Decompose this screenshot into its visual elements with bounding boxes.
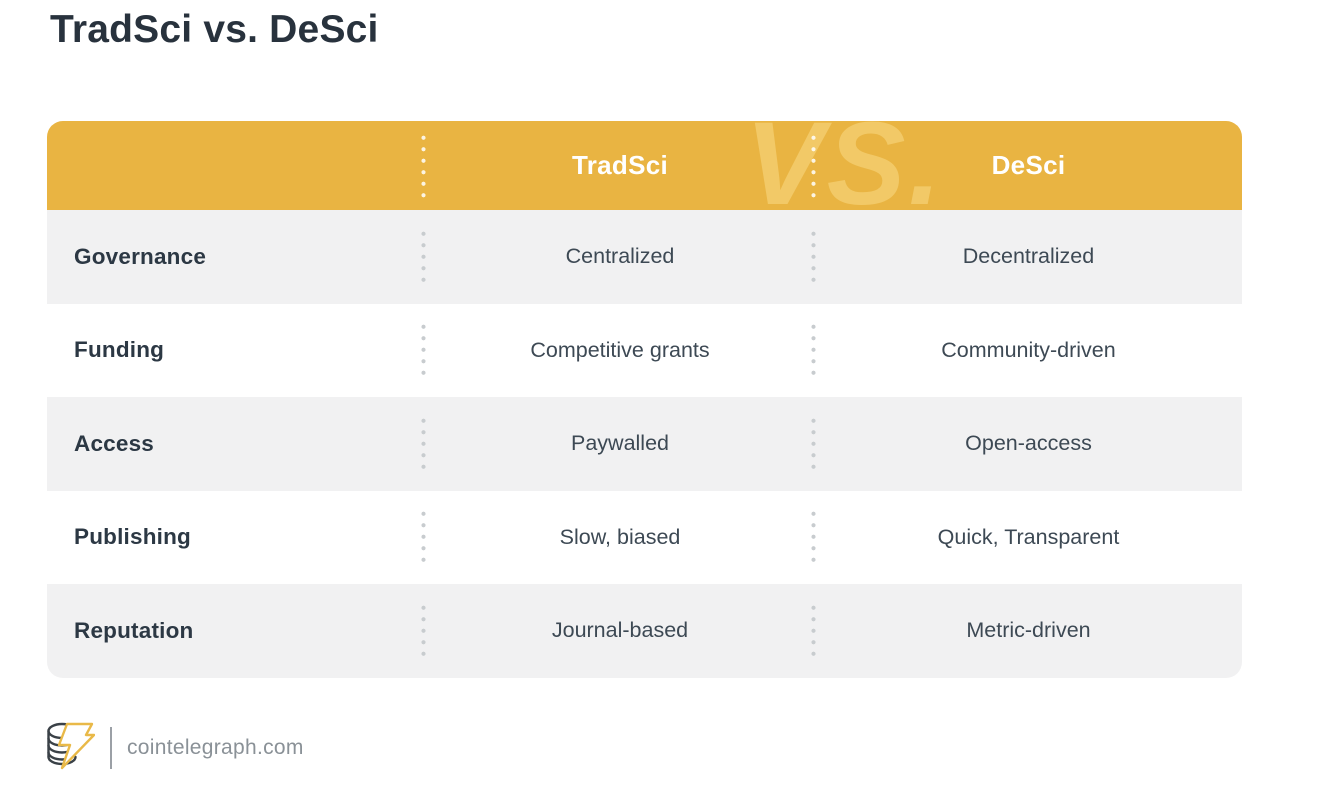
row-tradsci-value: Competitive grants xyxy=(530,337,710,362)
table-row-publishing: Publishing Slow, biased Quick, Transpare… xyxy=(47,491,1242,585)
dotted-divider-icon xyxy=(421,131,426,200)
comparison-table: TradSci DeSci VS. Governance Centralized… xyxy=(47,121,1242,678)
dotted-divider-icon xyxy=(811,321,816,380)
header-desci-cell: DeSci xyxy=(991,150,1066,180)
row-tradsci-value: Paywalled xyxy=(571,431,669,456)
page-title: TradSci vs. DeSci xyxy=(50,8,379,51)
row-attribute-label: Publishing xyxy=(74,524,191,550)
row-tradsci-value: Journal-based xyxy=(551,618,689,643)
footer-brand-text: cointelegraph.com xyxy=(127,735,304,759)
dotted-divider-icon xyxy=(421,321,426,380)
dotted-divider-icon xyxy=(421,508,426,567)
dotted-divider-icon xyxy=(811,601,816,660)
row-tradsci-value: Slow, biased xyxy=(559,524,681,549)
row-desci-value: Quick, Transparent xyxy=(937,524,1120,549)
row-desci-value: Open-access xyxy=(965,431,1092,456)
header-tradsci-cell: TradSci xyxy=(571,150,669,180)
dotted-divider-icon xyxy=(421,227,426,286)
table-row-governance: Governance Centralized Decentralized xyxy=(47,210,1242,304)
footer-divider xyxy=(110,726,112,769)
row-attribute-label: Access xyxy=(74,430,155,456)
table-row-access: Access Paywalled Open-access xyxy=(47,397,1242,491)
row-desci-value: Decentralized xyxy=(962,244,1095,269)
row-attribute-label: Governance xyxy=(74,243,207,269)
table-header-row: TradSci DeSci VS. xyxy=(47,121,1242,210)
dotted-divider-icon xyxy=(811,227,816,286)
row-desci-value: Metric-driven xyxy=(966,618,1091,643)
dotted-divider-icon xyxy=(811,131,816,200)
table-row-funding: Funding Competitive grants Community-dri… xyxy=(47,304,1242,398)
cointelegraph-coin-bolt-icon xyxy=(45,719,96,776)
row-attribute-label: Funding xyxy=(74,337,165,363)
row-attribute-label: Reputation xyxy=(74,617,194,643)
table-row-reputation: Reputation Journal-based Metric-driven xyxy=(47,584,1242,678)
dotted-divider-icon xyxy=(811,508,816,567)
row-desci-value: Community-driven xyxy=(941,337,1116,362)
dotted-divider-icon xyxy=(421,601,426,660)
footer-brand: cointelegraph.com xyxy=(45,719,304,776)
dotted-divider-icon xyxy=(811,414,816,473)
dotted-divider-icon xyxy=(421,414,426,473)
row-tradsci-value: Centralized xyxy=(565,244,675,269)
